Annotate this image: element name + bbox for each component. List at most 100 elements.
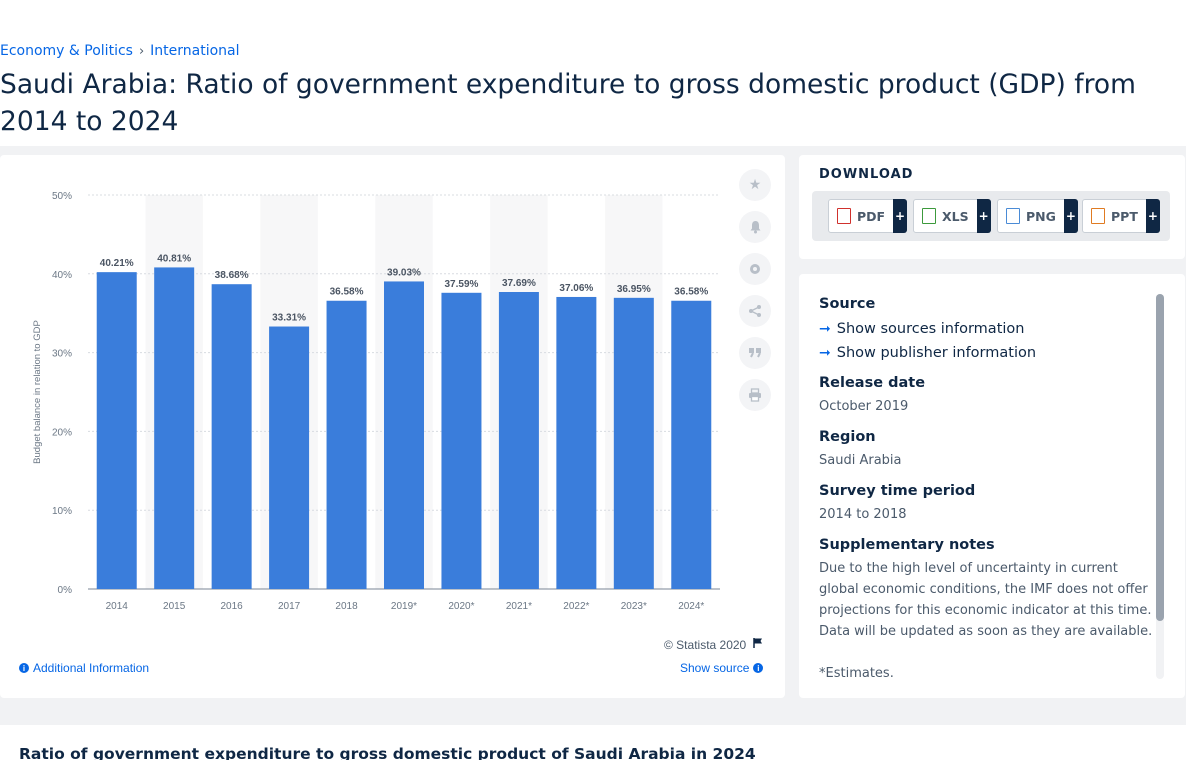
plus-icon: + — [1063, 199, 1078, 233]
y-tick-label: 30% — [52, 349, 72, 360]
show-source-link[interactable]: Show source i — [680, 661, 764, 675]
bar[interactable] — [326, 300, 367, 589]
release-heading: Release date — [819, 375, 926, 391]
data-label: 37.59% — [444, 279, 478, 290]
release-value: October 2019 — [819, 399, 909, 414]
source-heading: Source — [819, 296, 876, 312]
breadcrumb-link-economy[interactable]: Economy & Politics — [0, 43, 133, 59]
y-axis-label: Budget balance in relation to GDP — [32, 320, 43, 464]
share-icon[interactable] — [739, 295, 771, 327]
data-label: 36.58% — [674, 287, 708, 298]
x-tick-label: 2016 — [221, 601, 244, 612]
x-tick-label: 2020* — [448, 601, 474, 612]
bar[interactable] — [211, 284, 252, 589]
data-label: 36.58% — [330, 287, 364, 298]
y-tick-label: 0% — [58, 585, 73, 596]
star-icon[interactable]: ★ — [739, 169, 771, 201]
bar-chart: 0% 10% 20% 30% 40% 50% Budget balance in relat… — [32, 191, 720, 612]
download-xls-label: XLS — [942, 208, 969, 224]
top-bar — [0, 0, 1186, 36]
download-ppt-button[interactable]: PPT + — [1082, 199, 1160, 233]
gear-icon[interactable] — [739, 253, 771, 285]
data-label: 36.95% — [617, 284, 651, 295]
show-publisher-label: Show publisher information — [836, 345, 1037, 361]
quote-icon[interactable] — [739, 337, 771, 369]
data-label: 40.21% — [100, 258, 134, 269]
bar[interactable] — [613, 297, 654, 589]
bar[interactable] — [384, 281, 424, 589]
pdf-file-icon — [837, 208, 851, 224]
bar[interactable] — [154, 267, 195, 589]
statistic-info-content: Source ➞ Show sources information ➞ Show… — [819, 296, 1154, 684]
bar[interactable] — [96, 272, 137, 589]
show-source-label: Show source — [680, 661, 750, 675]
bar[interactable] — [671, 300, 712, 589]
data-label: 37.69% — [502, 278, 536, 289]
data-label: 37.06% — [559, 283, 593, 294]
y-tick-label: 10% — [52, 506, 72, 517]
bar[interactable] — [556, 296, 597, 589]
estimates-note: *Estimates. — [819, 666, 894, 681]
download-card: DOWNLOAD PDF + XLS + PNG + PPT + — [799, 155, 1185, 259]
arrow-right-icon: ➞ — [819, 321, 831, 337]
data-label: 39.03% — [387, 267, 421, 278]
download-bar: PDF + XLS + PNG + PPT + — [812, 191, 1170, 241]
download-xls-button[interactable]: XLS + — [913, 199, 991, 233]
arrow-right-icon: ➞ — [819, 345, 831, 361]
bell-icon[interactable] — [739, 211, 771, 243]
ppt-file-icon — [1091, 208, 1105, 224]
x-tick-label: 2015 — [163, 601, 186, 612]
download-png-label: PNG — [1026, 208, 1056, 224]
breadcrumb-link-international[interactable]: International — [150, 43, 240, 59]
notes-heading: Supplementary notes — [819, 537, 995, 553]
plus-icon: + — [1145, 199, 1160, 233]
x-tick-label: 2023* — [621, 601, 647, 612]
bar[interactable] — [269, 326, 310, 589]
download-png-button[interactable]: PNG + — [997, 199, 1078, 233]
y-tick-label: 40% — [52, 270, 72, 281]
download-pdf-button[interactable]: PDF + — [828, 199, 908, 233]
related-statistic-card: Ratio of government expenditure to gross… — [0, 725, 1186, 760]
bar[interactable] — [498, 292, 539, 589]
additional-info-link[interactable]: i Additional Information — [19, 661, 149, 675]
notes-value: Due to the high level of uncertainty in … — [819, 561, 1153, 639]
y-tick-label: 20% — [52, 427, 72, 438]
show-publisher-link[interactable]: ➞ Show publisher information — [819, 341, 1154, 365]
flag-icon[interactable] — [752, 637, 764, 652]
y-tick-label: 50% — [52, 191, 72, 202]
region-value: Saudi Arabia — [819, 453, 902, 468]
statistic-info-card: Source ➞ Show sources information ➞ Show… — [799, 274, 1185, 698]
x-tick-label: 2024* — [678, 601, 704, 612]
print-icon[interactable] — [739, 379, 771, 411]
copyright-note: © Statista 2020 — [664, 637, 764, 652]
chart-card: 0% 10% 20% 30% 40% 50% Budget balance in relat… — [0, 155, 785, 698]
x-tick-label: 2014 — [106, 601, 129, 612]
x-tick-label: 2019* — [391, 601, 417, 612]
info-icon: i — [753, 663, 764, 673]
additional-info-label: Additional Information — [33, 661, 150, 675]
related-statistic-title[interactable]: Ratio of government expenditure to gross… — [19, 745, 756, 760]
chart-toolbar: ★ — [739, 169, 771, 411]
region-heading: Region — [819, 429, 876, 445]
page-title: Saudi Arabia: Ratio of government expend… — [0, 69, 1136, 137]
copyright-text: © Statista 2020 — [664, 637, 747, 652]
plus-icon: + — [976, 199, 991, 233]
x-tick-label: 2018 — [335, 601, 358, 612]
download-title: DOWNLOAD — [819, 167, 914, 182]
x-tick-label: 2022* — [563, 601, 589, 612]
scrollbar-thumb[interactable] — [1156, 294, 1164, 621]
survey-value: 2014 to 2018 — [819, 507, 907, 522]
x-tick-label: 2021* — [506, 601, 532, 612]
bar[interactable] — [441, 292, 482, 589]
show-sources-link[interactable]: ➞ Show sources information — [819, 317, 1154, 341]
png-file-icon — [1006, 208, 1020, 224]
xls-file-icon — [922, 208, 936, 224]
x-tick-label: 2017 — [278, 601, 301, 612]
data-label: 40.81% — [157, 253, 191, 264]
plus-icon: + — [893, 199, 908, 233]
info-icon: i — [19, 663, 29, 673]
download-ppt-label: PPT — [1111, 208, 1138, 224]
title-zone — [0, 36, 1186, 146]
download-pdf-label: PDF — [857, 208, 886, 224]
breadcrumb-separator-icon: › — [138, 43, 145, 59]
